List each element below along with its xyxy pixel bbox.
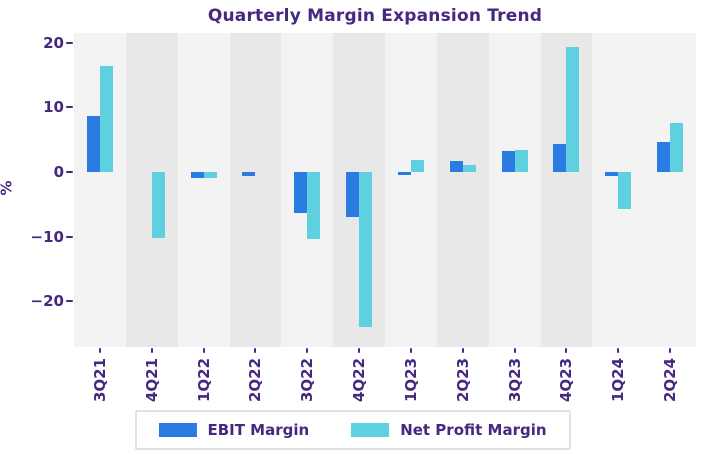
bar-ebit-margin-4Q23 bbox=[553, 144, 567, 172]
x-tick-label-2Q22: 2Q22 bbox=[246, 357, 265, 403]
x-tick-label-1Q24: 1Q24 bbox=[609, 357, 628, 403]
y-tick-mark-10 bbox=[66, 106, 73, 109]
legend-label-ebit-margin: EBIT Margin bbox=[207, 421, 310, 439]
bar-net-profit-margin-3Q22 bbox=[307, 171, 321, 240]
x-tick-label-3Q22: 3Q22 bbox=[298, 357, 317, 403]
x-tick-mark-4Q21 bbox=[150, 348, 153, 353]
y-tick-mark--10 bbox=[66, 235, 73, 238]
x-tick-mark-1Q24 bbox=[617, 348, 620, 353]
bar-net-profit-margin-2Q24 bbox=[670, 122, 684, 172]
x-tick-mark-2Q22 bbox=[254, 348, 257, 353]
bar-ebit-margin-2Q24 bbox=[657, 141, 671, 172]
x-tick-mark-1Q22 bbox=[202, 348, 205, 353]
plot-area bbox=[74, 33, 697, 347]
bar-net-profit-margin-1Q22 bbox=[203, 171, 217, 179]
column-band-3Q23 bbox=[488, 33, 541, 347]
bar-ebit-margin-3Q22 bbox=[294, 171, 308, 213]
x-tick-label-4Q22: 4Q22 bbox=[350, 357, 369, 403]
x-tick-label-2Q23: 2Q23 bbox=[453, 357, 472, 403]
y-tick-mark-20 bbox=[66, 41, 73, 44]
x-tick-mark-4Q23 bbox=[565, 348, 568, 353]
y-tick-mark--20 bbox=[66, 300, 73, 303]
bar-net-profit-margin-4Q22 bbox=[359, 171, 373, 327]
bar-ebit-margin-2Q22 bbox=[242, 171, 256, 176]
x-tick-label-2Q24: 2Q24 bbox=[661, 357, 680, 403]
x-tick-label-1Q22: 1Q22 bbox=[194, 357, 213, 403]
bar-net-profit-margin-4Q23 bbox=[566, 47, 580, 172]
y-tick-label--20: −20 bbox=[30, 292, 64, 311]
bar-ebit-margin-3Q21 bbox=[86, 115, 100, 172]
x-tick-label-1Q23: 1Q23 bbox=[401, 357, 420, 403]
bar-net-profit-margin-4Q21 bbox=[151, 171, 165, 238]
legend-item-net-profit-margin: Net Profit Margin bbox=[351, 421, 547, 439]
x-tick-label-4Q21: 4Q21 bbox=[142, 357, 161, 403]
ebit-margin-swatch bbox=[158, 423, 197, 437]
bar-net-profit-margin-3Q23 bbox=[514, 149, 528, 172]
legend-item-ebit-margin: EBIT Margin bbox=[158, 421, 309, 439]
x-tick-mark-4Q22 bbox=[358, 348, 361, 353]
x-tick-mark-3Q21 bbox=[98, 348, 101, 353]
y-tick-label-0: 0 bbox=[53, 162, 64, 181]
x-tick-mark-2Q23 bbox=[461, 348, 464, 353]
x-tick-mark-3Q23 bbox=[513, 348, 516, 353]
x-tick-mark-1Q23 bbox=[409, 348, 412, 353]
bar-ebit-margin-1Q22 bbox=[190, 171, 204, 179]
y-tick-label-10: 10 bbox=[43, 98, 64, 117]
x-tick-label-3Q21: 3Q21 bbox=[90, 357, 109, 403]
bar-ebit-margin-4Q22 bbox=[346, 171, 360, 218]
legend: EBIT Margin Net Profit Margin bbox=[134, 410, 571, 450]
x-tick-mark-3Q22 bbox=[306, 348, 309, 353]
y-tick-mark-0 bbox=[66, 170, 73, 173]
column-band-1Q22 bbox=[177, 33, 230, 347]
x-tick-label-3Q23: 3Q23 bbox=[505, 357, 524, 403]
column-band-2Q23 bbox=[436, 33, 490, 347]
bar-net-profit-margin-2Q23 bbox=[462, 165, 476, 172]
bar-ebit-margin-3Q23 bbox=[501, 150, 515, 172]
column-band-2Q24 bbox=[644, 33, 697, 347]
chart-title: Quarterly Margin Expansion Trend bbox=[207, 6, 543, 26]
x-tick-mark-2Q24 bbox=[669, 348, 672, 353]
column-band-2Q22 bbox=[229, 33, 282, 347]
bar-ebit-margin-1Q24 bbox=[605, 171, 619, 177]
y-tick-label-20: 20 bbox=[43, 33, 64, 52]
bar-ebit-margin-1Q23 bbox=[397, 171, 411, 176]
column-band-1Q23 bbox=[385, 33, 438, 347]
bar-net-profit-margin-3Q21 bbox=[99, 65, 113, 172]
y-axis-label: % bbox=[0, 180, 16, 195]
y-tick-label--10: −10 bbox=[30, 227, 64, 246]
bar-ebit-margin-2Q23 bbox=[449, 160, 463, 172]
legend-label-net-profit-margin: Net Profit Margin bbox=[400, 421, 547, 439]
bar-net-profit-margin-1Q23 bbox=[410, 159, 424, 172]
x-tick-label-4Q23: 4Q23 bbox=[557, 357, 576, 403]
net-profit-margin-swatch bbox=[351, 423, 390, 437]
bar-net-profit-margin-1Q24 bbox=[618, 171, 632, 210]
